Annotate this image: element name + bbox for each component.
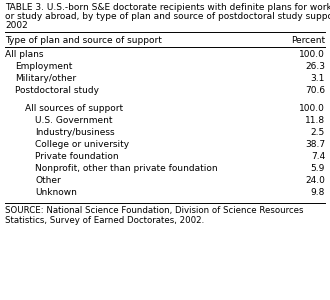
Text: 70.6: 70.6 <box>305 86 325 95</box>
Text: Military/other: Military/other <box>15 74 76 83</box>
Text: Industry/business: Industry/business <box>35 128 115 137</box>
Text: Private foundation: Private foundation <box>35 152 118 161</box>
Text: Other: Other <box>35 176 61 185</box>
Text: 7.4: 7.4 <box>311 152 325 161</box>
Text: 5.9: 5.9 <box>311 164 325 173</box>
Text: TABLE 3. U.S.-born S&E doctorate recipients with definite plans for work: TABLE 3. U.S.-born S&E doctorate recipie… <box>5 3 330 12</box>
Text: Type of plan and source of support: Type of plan and source of support <box>5 36 162 45</box>
Text: 26.3: 26.3 <box>305 62 325 71</box>
Text: 38.7: 38.7 <box>305 140 325 149</box>
Text: 100.0: 100.0 <box>299 50 325 59</box>
Text: Unknown: Unknown <box>35 188 77 197</box>
Text: SOURCE: National Science Foundation, Division of Science Resources
Statistics, S: SOURCE: National Science Foundation, Div… <box>5 206 304 225</box>
Text: All sources of support: All sources of support <box>25 104 123 113</box>
Text: 24.0: 24.0 <box>305 176 325 185</box>
Text: Employment: Employment <box>15 62 72 71</box>
Text: College or university: College or university <box>35 140 129 149</box>
Text: Postdoctoral study: Postdoctoral study <box>15 86 99 95</box>
Text: All plans: All plans <box>5 50 44 59</box>
Text: Percent: Percent <box>291 36 325 45</box>
Text: 3.1: 3.1 <box>311 74 325 83</box>
Text: U.S. Government: U.S. Government <box>35 116 113 125</box>
Text: 100.0: 100.0 <box>299 104 325 113</box>
Text: or study abroad, by type of plan and source of postdoctoral study support:: or study abroad, by type of plan and sou… <box>5 12 330 21</box>
Text: 2.5: 2.5 <box>311 128 325 137</box>
Text: 11.8: 11.8 <box>305 116 325 125</box>
Text: Nonprofit, other than private foundation: Nonprofit, other than private foundation <box>35 164 217 173</box>
Text: 9.8: 9.8 <box>311 188 325 197</box>
Text: 2002: 2002 <box>5 21 28 30</box>
